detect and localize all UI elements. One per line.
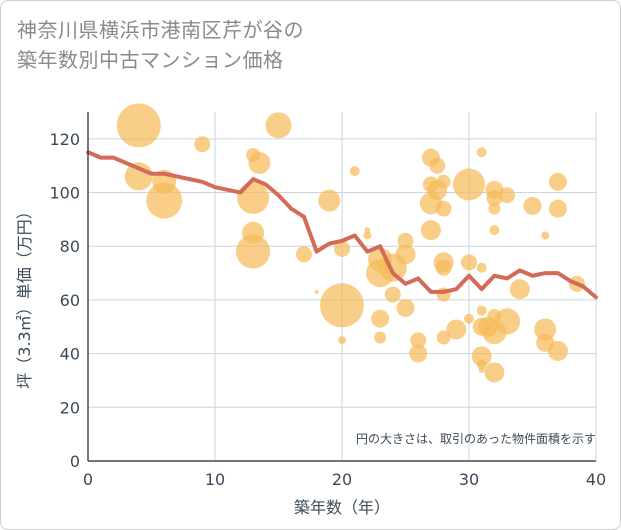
transaction-bubble [320,283,364,328]
transaction-bubble [436,330,451,345]
transaction-bubble [194,136,211,153]
transaction-bubble [534,318,557,341]
transaction-bubble [409,344,428,363]
y-axis-label: 坪（3.3㎡）単価（万円） [15,203,34,388]
transaction-bubble [429,157,446,174]
chart-title-line-2: 築年数別中古マンション価格 [17,48,284,72]
transaction-bubble [349,166,360,177]
transaction-bubble [471,346,492,367]
transaction-bubble [509,279,530,300]
transaction-bubble [318,189,341,212]
average-price-line-layer [86,150,598,300]
transaction-bubble [484,362,505,383]
y-tick-label: 100 [49,184,80,203]
transaction-bubble [396,298,415,317]
transaction-bubble [410,332,427,349]
x-tick-label: 30 [459,470,479,489]
transaction-bubble [548,172,567,191]
transaction-bubble [547,340,568,361]
transaction-bubble [489,225,500,236]
transaction-bubble [453,168,485,201]
transaction-bubble [364,227,371,234]
transaction-bubble [476,359,487,370]
transaction-bubble [478,366,485,373]
axes-layer: 0 20 40 60 80 100 120 0 10 20 30 40 [49,112,606,489]
transaction-bubble [334,240,350,257]
x-tick-label: 20 [332,470,352,489]
transaction-bubble [363,231,372,240]
y-tick-label: 120 [49,130,80,149]
chart-title-line-1: 神奈川県横浜市港南区芹が谷の [17,18,304,42]
transaction-bubble [476,305,487,316]
bubble-layer [116,103,585,383]
x-tick-label: 0 [83,470,93,489]
transaction-bubble [248,152,271,175]
transaction-bubble [146,182,183,219]
size-note: 円の大きさは、取引のあった物件面積を示す [356,431,596,446]
transaction-bubble [395,244,416,265]
transaction-bubble [486,189,503,206]
y-tick-label: 0 [70,452,80,471]
transaction-bubble [541,231,550,240]
transaction-bubble [237,181,270,214]
y-tick-label: 40 [60,345,80,364]
x-tick-label: 40 [586,470,606,489]
y-tick-label: 60 [60,291,80,310]
transaction-bubble [397,232,414,249]
transaction-bubble [435,259,452,276]
transaction-bubble [523,196,542,215]
transaction-bubble [371,309,390,328]
transaction-bubble [488,202,501,215]
transaction-bubble [116,103,161,148]
transaction-bubble [464,313,474,324]
transaction-bubble [236,234,271,269]
transaction-bubble [374,331,387,344]
transaction-bubble [295,246,312,263]
chart-title: 神奈川県横浜市港南区芹が谷の 築年数別中古マンション価格 [17,15,304,75]
transaction-bubble [548,199,567,218]
transaction-bubble [338,336,346,345]
transaction-bubble [446,319,467,340]
transaction-bubble [384,286,401,303]
transaction-bubble [420,220,441,241]
transaction-bubble [436,174,451,189]
transaction-bubble [476,147,487,158]
transaction-bubble [494,308,521,335]
average-price-line [86,150,598,300]
transaction-bubble [476,262,487,273]
transaction-bubble [461,254,477,271]
transaction-bubble [314,289,319,294]
transaction-bubble [265,112,292,139]
x-axis-label: 築年数（年） [294,498,390,517]
y-tick-label: 20 [60,398,80,417]
y-tick-label: 80 [60,237,80,256]
x-tick-label: 10 [205,470,225,489]
transaction-bubble [499,187,516,204]
transaction-bubble [435,200,452,217]
